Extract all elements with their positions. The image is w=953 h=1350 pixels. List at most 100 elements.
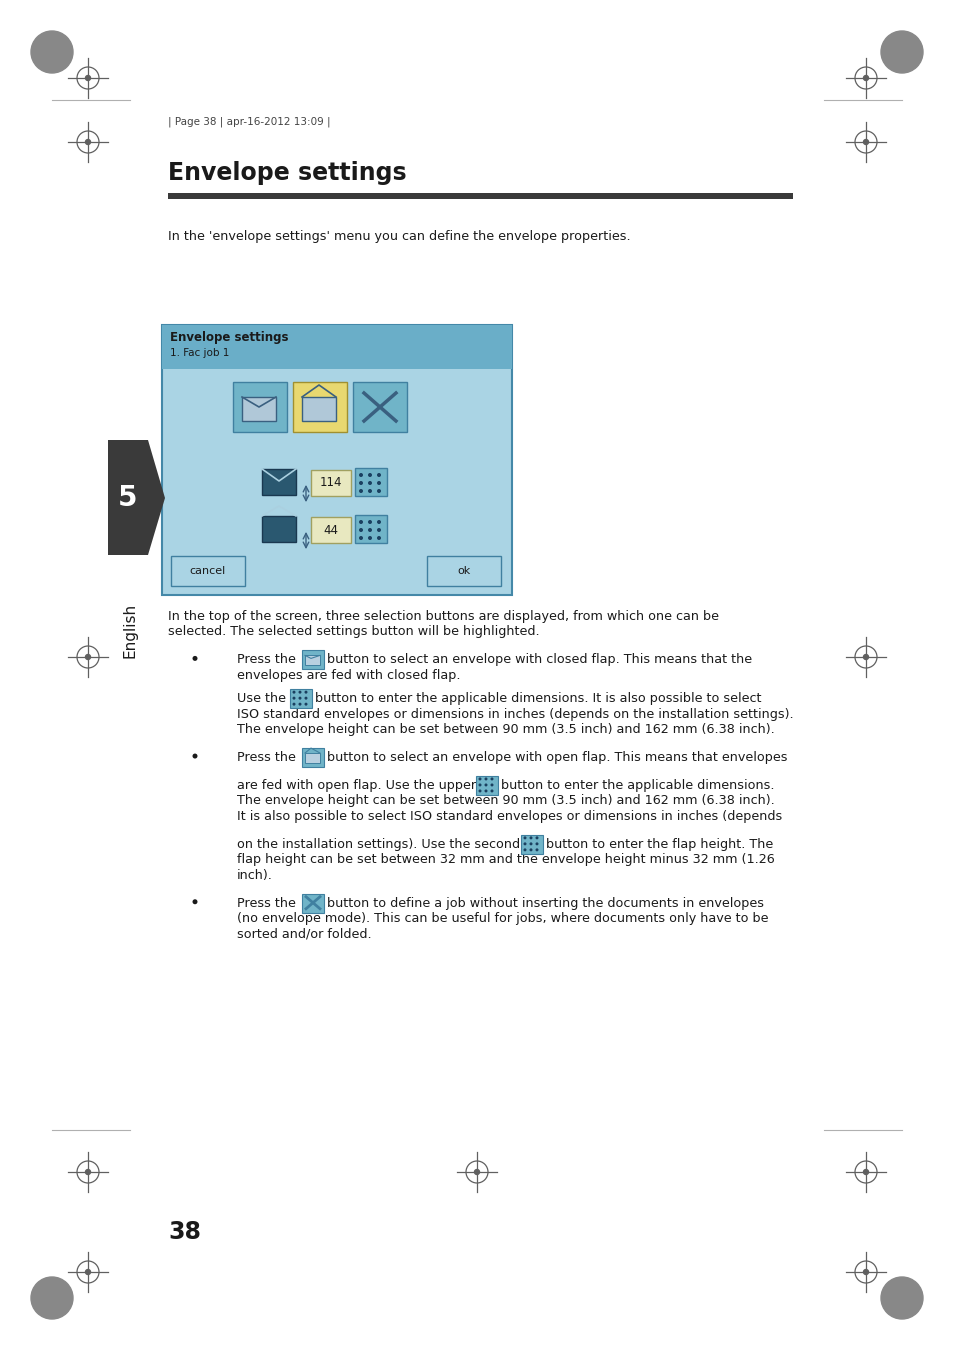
Circle shape <box>484 778 487 780</box>
Text: In the top of the screen, three selection buttons are displayed, from which one : In the top of the screen, three selectio… <box>168 610 719 622</box>
Text: cancel: cancel <box>190 566 226 576</box>
Text: button to enter the applicable dimensions.: button to enter the applicable dimension… <box>500 779 774 792</box>
Circle shape <box>358 481 363 485</box>
Text: selected. The selected settings button will be highlighted.: selected. The selected settings button w… <box>168 625 539 639</box>
Text: The envelope height can be set between 90 mm (3.5 inch) and 162 mm (6.38 inch).: The envelope height can be set between 9… <box>236 794 774 807</box>
Circle shape <box>478 778 481 780</box>
Circle shape <box>358 489 363 493</box>
FancyBboxPatch shape <box>162 325 512 369</box>
Circle shape <box>368 520 372 524</box>
Text: sorted and/or folded.: sorted and/or folded. <box>236 927 372 941</box>
Circle shape <box>86 655 91 660</box>
Circle shape <box>376 472 380 477</box>
FancyBboxPatch shape <box>302 651 324 670</box>
Circle shape <box>484 783 487 787</box>
Circle shape <box>484 790 487 792</box>
Text: on the installation settings). Use the second: on the installation settings). Use the s… <box>236 838 523 850</box>
Text: ok: ok <box>456 566 470 576</box>
Circle shape <box>86 139 91 144</box>
Text: envelopes are fed with closed flap.: envelopes are fed with closed flap. <box>236 668 460 682</box>
Circle shape <box>368 481 372 485</box>
Text: button to enter the applicable dimensions. It is also possible to select: button to enter the applicable dimension… <box>314 693 760 705</box>
Circle shape <box>193 656 197 662</box>
Text: button to select an envelope with closed flap. This means that the: button to select an envelope with closed… <box>327 653 751 667</box>
Circle shape <box>376 481 380 485</box>
Circle shape <box>298 697 301 699</box>
Circle shape <box>30 1277 73 1319</box>
Circle shape <box>862 1169 867 1174</box>
Text: The envelope height can be set between 90 mm (3.5 inch) and 162 mm (6.38 inch).: The envelope height can be set between 9… <box>236 724 774 736</box>
Text: 38: 38 <box>168 1220 201 1243</box>
Circle shape <box>304 691 307 694</box>
Text: flap height can be set between 32 mm and the envelope height minus 32 mm (1.26: flap height can be set between 32 mm and… <box>236 853 774 867</box>
Text: Press the: Press the <box>236 751 299 764</box>
Circle shape <box>880 1277 923 1319</box>
Circle shape <box>529 842 532 845</box>
FancyBboxPatch shape <box>355 468 387 495</box>
Circle shape <box>30 31 73 73</box>
FancyBboxPatch shape <box>302 397 335 421</box>
FancyBboxPatch shape <box>305 655 319 666</box>
FancyBboxPatch shape <box>520 834 542 853</box>
Circle shape <box>304 702 307 706</box>
Circle shape <box>293 702 295 706</box>
Text: (no envelope mode). This can be useful for jobs, where documents only have to be: (no envelope mode). This can be useful f… <box>236 913 768 925</box>
FancyBboxPatch shape <box>427 556 500 586</box>
Text: 1. Fac job 1: 1. Fac job 1 <box>170 348 229 358</box>
Text: 114: 114 <box>319 477 342 490</box>
Circle shape <box>862 76 867 81</box>
Text: Press the: Press the <box>236 896 299 910</box>
Circle shape <box>368 528 372 532</box>
Circle shape <box>490 783 493 787</box>
FancyBboxPatch shape <box>262 516 295 541</box>
Circle shape <box>193 753 197 759</box>
Circle shape <box>358 536 363 540</box>
Text: are fed with open flap. Use the upper: are fed with open flap. Use the upper <box>236 779 479 792</box>
Circle shape <box>368 472 372 477</box>
FancyBboxPatch shape <box>305 753 319 763</box>
Circle shape <box>523 842 526 845</box>
FancyBboxPatch shape <box>168 193 792 198</box>
Circle shape <box>490 778 493 780</box>
Polygon shape <box>108 440 165 555</box>
Circle shape <box>523 848 526 852</box>
Circle shape <box>376 528 380 532</box>
Text: 5: 5 <box>118 485 137 512</box>
FancyBboxPatch shape <box>171 556 245 586</box>
Text: In the 'envelope settings' menu you can define the envelope properties.: In the 'envelope settings' menu you can … <box>168 230 630 243</box>
Circle shape <box>368 489 372 493</box>
Circle shape <box>293 691 295 694</box>
Text: ISO standard envelopes or dimensions in inches (depends on the installation sett: ISO standard envelopes or dimensions in … <box>236 707 793 721</box>
Circle shape <box>523 837 526 840</box>
FancyBboxPatch shape <box>476 776 497 795</box>
Text: button to select an envelope with open flap. This means that envelopes: button to select an envelope with open f… <box>327 751 786 764</box>
Text: 44: 44 <box>323 524 338 536</box>
Circle shape <box>529 848 532 852</box>
Circle shape <box>298 691 301 694</box>
Text: button to define a job without inserting the documents in envelopes: button to define a job without inserting… <box>327 896 763 910</box>
Text: button to enter the flap height. The: button to enter the flap height. The <box>545 838 773 850</box>
Circle shape <box>298 702 301 706</box>
Text: It is also possible to select ISO standard envelopes or dimensions in inches (de: It is also possible to select ISO standa… <box>236 810 781 824</box>
Circle shape <box>376 536 380 540</box>
Circle shape <box>880 31 923 73</box>
Circle shape <box>358 528 363 532</box>
Circle shape <box>86 1169 91 1174</box>
Circle shape <box>193 899 197 904</box>
Circle shape <box>86 76 91 81</box>
FancyBboxPatch shape <box>355 514 387 543</box>
FancyBboxPatch shape <box>162 325 512 595</box>
Circle shape <box>535 842 537 845</box>
FancyBboxPatch shape <box>293 382 347 432</box>
Text: | Page 38 | apr-16-2012 13:09 |: | Page 38 | apr-16-2012 13:09 | <box>168 116 331 127</box>
Circle shape <box>535 837 537 840</box>
Text: Press the: Press the <box>236 653 299 667</box>
FancyBboxPatch shape <box>353 382 407 432</box>
Circle shape <box>376 489 380 493</box>
Circle shape <box>358 472 363 477</box>
Circle shape <box>529 837 532 840</box>
Circle shape <box>304 697 307 699</box>
FancyBboxPatch shape <box>242 397 275 421</box>
Circle shape <box>862 139 867 144</box>
Circle shape <box>358 520 363 524</box>
